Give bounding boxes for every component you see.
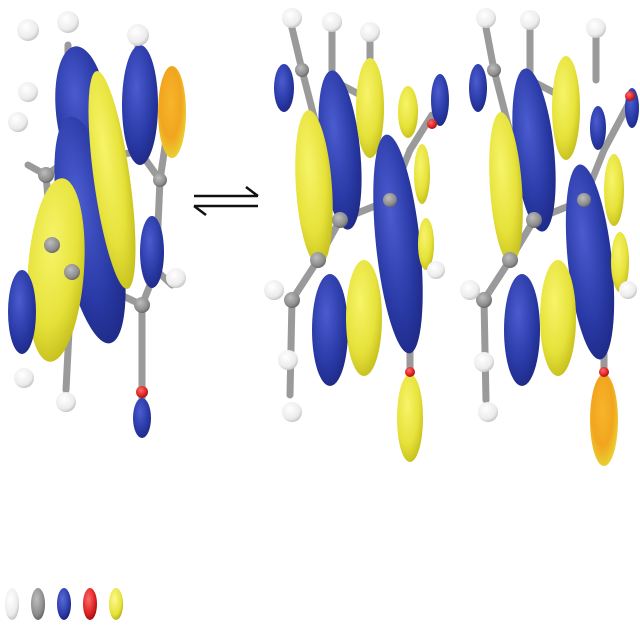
carbon-atom <box>38 167 54 183</box>
hydrogen-atom <box>520 10 540 30</box>
key-yellow-sphere <box>109 588 123 620</box>
hydrogen-atom <box>460 280 480 300</box>
key-blue-sphere <box>57 588 71 620</box>
tautomer-middle <box>264 8 449 462</box>
tautomer-right <box>460 8 639 466</box>
carbon-atom <box>383 193 397 207</box>
oxygen-atom <box>405 367 415 377</box>
orbital-lobe-yellow <box>356 58 384 158</box>
hydrogen-atom <box>478 402 498 422</box>
oxygen-atom <box>427 119 437 129</box>
color-key <box>5 588 123 620</box>
orbital-lobe-yellow <box>27 178 85 362</box>
orbital-lobe-blue <box>312 274 348 386</box>
carbon-atom <box>476 292 492 308</box>
tautomer-left <box>8 11 186 438</box>
orbital-lobe-yellow <box>414 144 430 204</box>
equilibrium-arrows-icon <box>193 186 259 216</box>
hydrogen-atom <box>17 19 39 41</box>
hydrogen-atom <box>476 8 496 28</box>
key-gray-sphere <box>31 588 45 620</box>
key-red-sphere <box>83 588 97 620</box>
orbital-lobe-yellow <box>398 86 418 138</box>
hydrogen-atom <box>8 112 28 132</box>
orbital-lobe-blue <box>590 106 606 150</box>
hydrogen-atom <box>619 281 637 299</box>
hydrogen-atom <box>278 350 298 370</box>
carbon-atom <box>44 237 60 253</box>
carbon-atom <box>526 212 542 228</box>
orbital-lobe-blue <box>122 45 158 165</box>
hydrogen-atom <box>474 352 494 372</box>
orbital-lobe-blue <box>431 74 449 126</box>
hydrogen-atom <box>282 402 302 422</box>
key-white-sphere <box>5 588 19 620</box>
orbital-lobe-blue <box>54 116 126 344</box>
orbital-lobe-yellow <box>397 374 423 462</box>
carbon-atom <box>502 252 518 268</box>
hydrogen-atom <box>427 261 445 279</box>
orbital-lobe-blue <box>373 134 423 354</box>
carbon-atom <box>153 173 167 187</box>
hydrogen-atom <box>57 11 79 33</box>
carbon-atom <box>577 193 591 207</box>
carbon-atom <box>64 264 80 280</box>
carbon-atom <box>332 212 348 228</box>
orbital-lobe-blue <box>274 64 294 112</box>
orbital-lobe-orange <box>590 374 618 466</box>
hydrogen-atom <box>264 280 284 300</box>
oxygen-atom <box>625 91 635 101</box>
hydrogen-atom <box>282 8 302 28</box>
orbital-lobe-yellow <box>489 112 523 264</box>
hydrogen-atom <box>166 268 186 288</box>
orbital-lobe-blue <box>565 164 615 360</box>
hydrogen-atom <box>14 368 34 388</box>
orbital-lobe-blue <box>469 64 487 112</box>
oxygen-atom <box>136 386 148 398</box>
oxygen-atom <box>599 367 609 377</box>
carbon-atom <box>284 292 300 308</box>
carbon-atom <box>310 252 326 268</box>
hydrogen-atom <box>56 392 76 412</box>
hydrogen-atom <box>18 82 38 102</box>
orbital-lobe-yellow <box>604 154 624 226</box>
orbital-lobe-yellow <box>611 232 629 292</box>
orbital-lobe-yellow <box>88 71 136 289</box>
carbon-atom <box>134 297 150 313</box>
orbital-lobe-yellow <box>418 218 434 270</box>
carbon-atom <box>487 63 501 77</box>
orbital-lobe-yellow <box>295 110 333 266</box>
hydrogen-atom <box>127 24 149 46</box>
orbital-lobe-blue <box>512 68 556 232</box>
hydrogen-atom <box>322 12 342 32</box>
orbital-lobe-blue <box>133 398 151 438</box>
orbital-lobe-yellow <box>540 260 576 376</box>
orbital-lobe-blue <box>140 216 164 288</box>
orbital-lobe-orange <box>158 66 186 158</box>
hydrogen-atom <box>360 22 380 42</box>
carbon-atom <box>295 63 309 77</box>
orbital-lobe-yellow <box>552 56 580 160</box>
orbital-lobe-blue <box>8 270 36 354</box>
hydrogen-atom <box>586 18 606 38</box>
orbital-lobe-blue <box>504 274 540 386</box>
orbital-lobe-yellow <box>346 260 382 376</box>
